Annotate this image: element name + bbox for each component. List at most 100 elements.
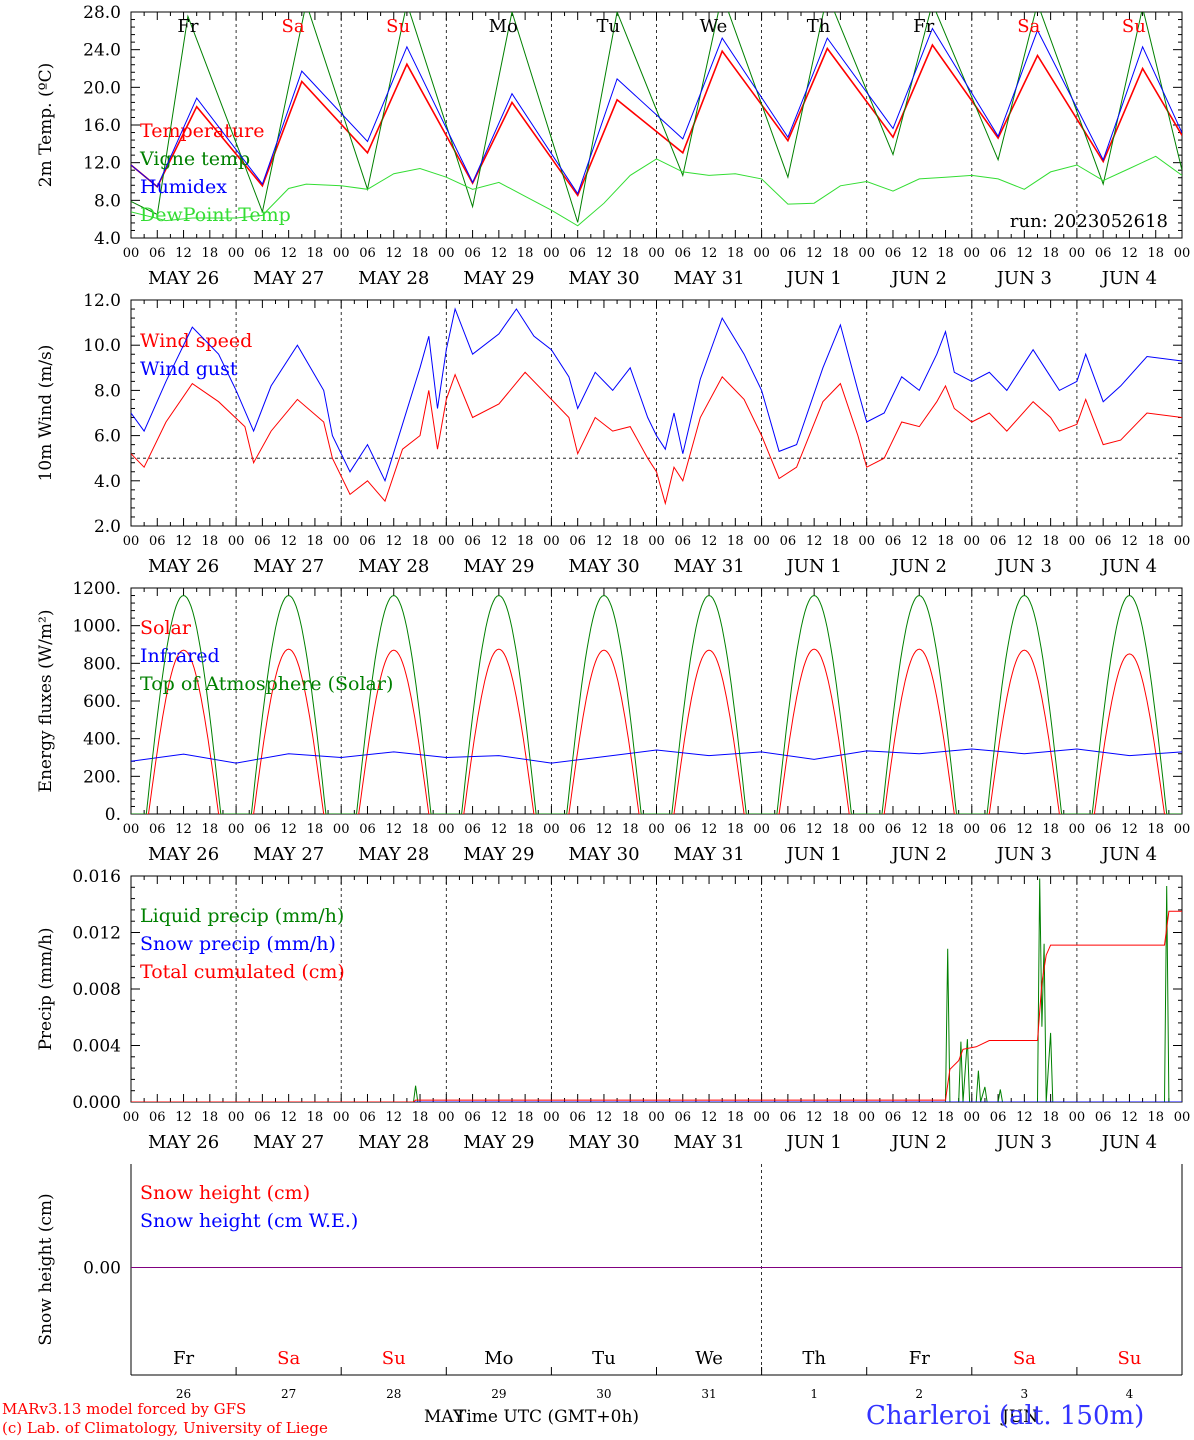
hour-tick-label: 12 <box>1016 534 1033 549</box>
hour-tick-label: 00 <box>648 1110 665 1125</box>
hour-tick-label: 06 <box>254 1110 271 1125</box>
hour-tick-label: 18 <box>412 822 429 837</box>
date-label: JUN 1 <box>784 1132 841 1153</box>
date-label: MAY 29 <box>463 1132 534 1153</box>
hour-tick-label: 12 <box>1121 822 1138 837</box>
hour-tick-label: 18 <box>1042 534 1059 549</box>
hour-tick-label: 12 <box>1016 1110 1033 1125</box>
day-number-label: 29 <box>491 1387 506 1401</box>
weekday-label-top: Th <box>807 16 831 37</box>
legend-snow-height-cm: Snow height (cm) <box>140 1182 310 1204</box>
series-solar <box>131 648 1182 814</box>
date-label: MAY 29 <box>463 556 534 577</box>
weekday-label-top: We <box>700 16 728 37</box>
hour-tick-label: 00 <box>964 246 981 261</box>
hour-tick-label: 12 <box>596 822 613 837</box>
run-label: run: 2023052618 <box>1010 211 1168 232</box>
hour-tick-label: 00 <box>438 822 455 837</box>
series-humidex <box>131 27 1182 195</box>
weekday-label-bottom: We <box>695 1348 723 1369</box>
y-tick-label: 0.008 <box>72 980 121 1000</box>
hour-tick-label: 00 <box>333 534 350 549</box>
hour-tick-label: 00 <box>1069 1110 1086 1125</box>
credit-line-1: MARv3.13 model forced by GFS <box>2 1400 247 1418</box>
hour-tick-label: 18 <box>307 1110 324 1125</box>
hour-tick-label: 12 <box>385 534 402 549</box>
date-label: MAY 29 <box>463 268 534 289</box>
hour-tick-label: 06 <box>149 534 166 549</box>
bottom-month-may: MAY <box>424 1407 465 1427</box>
hour-tick-label: 00 <box>648 246 665 261</box>
hour-tick-label: 12 <box>385 1110 402 1125</box>
date-label: MAY 26 <box>148 844 219 865</box>
date-label: JUN 3 <box>995 1132 1052 1153</box>
hour-tick-label: 12 <box>806 1110 823 1125</box>
hour-tick-label: 12 <box>280 246 297 261</box>
hour-tick-label: 00 <box>123 246 140 261</box>
hour-tick-label: 00 <box>228 822 245 837</box>
hour-tick-label: 18 <box>307 246 324 261</box>
credit-line-2: (c) Lab. of Climatology, University of L… <box>2 1419 328 1437</box>
temp-y-axis-label: 2m Temp. (ºC) <box>36 63 56 188</box>
hour-tick-label: 12 <box>175 534 192 549</box>
x-axis-title: Time UTC (GMT+0h) <box>455 1407 640 1427</box>
hour-tick-label: 00 <box>228 1110 245 1125</box>
hour-tick-label: 18 <box>307 534 324 549</box>
hour-tick-label: 18 <box>517 1110 534 1125</box>
hour-tick-label: 00 <box>543 822 560 837</box>
hour-tick-label: 18 <box>727 534 744 549</box>
y-tick-label: 10.0 <box>83 336 121 356</box>
hour-tick-label: 18 <box>202 246 219 261</box>
hour-tick-label: 12 <box>806 822 823 837</box>
hour-tick-label: 00 <box>858 1110 875 1125</box>
y-tick-label: 6.0 <box>94 427 121 447</box>
weekday-label-top: Sa <box>1017 16 1040 37</box>
hour-tick-label: 18 <box>727 1110 744 1125</box>
hour-tick-label: 06 <box>1095 246 1112 261</box>
y-tick-label: 2.0 <box>94 517 121 537</box>
hour-tick-label: 00 <box>1174 822 1191 837</box>
date-label: JUN 3 <box>995 268 1052 289</box>
series-vigne-temp <box>131 12 1182 223</box>
y-tick-label: 400. <box>83 730 121 750</box>
hour-tick-label: 06 <box>1095 822 1112 837</box>
hour-tick-label: 18 <box>727 822 744 837</box>
date-label: JUN 2 <box>890 556 947 577</box>
hour-tick-label: 00 <box>333 1110 350 1125</box>
legend-solar: Solar <box>140 617 192 639</box>
legend-vigne-temp: Vigne temp <box>139 148 250 170</box>
hour-tick-label: 12 <box>491 1110 508 1125</box>
date-label: MAY 30 <box>568 1132 639 1153</box>
date-label: JUN 2 <box>890 1132 947 1153</box>
y-tick-label: 20.0 <box>83 78 121 98</box>
hour-tick-label: 00 <box>964 534 981 549</box>
date-label: MAY 31 <box>673 1132 744 1153</box>
hour-tick-label: 18 <box>622 822 639 837</box>
weekday-label-top: Sa <box>281 16 304 37</box>
series-total-cumulated <box>131 910 1182 1102</box>
hour-tick-label: 06 <box>569 822 586 837</box>
series-wind-speed <box>131 371 1182 506</box>
hour-tick-label: 12 <box>701 246 718 261</box>
y-tick-label: 8.0 <box>94 381 121 401</box>
hour-tick-label: 12 <box>1016 246 1033 261</box>
hour-tick-label: 00 <box>438 246 455 261</box>
date-label: MAY 27 <box>253 844 324 865</box>
date-label: JUN 1 <box>784 268 841 289</box>
hour-tick-label: 00 <box>858 246 875 261</box>
y-tick-label: 4.0 <box>94 472 121 492</box>
date-label: MAY 28 <box>358 844 429 865</box>
y-tick-label: 0.00 <box>83 1259 121 1279</box>
date-label: MAY 27 <box>253 268 324 289</box>
hour-tick-label: 18 <box>832 246 849 261</box>
date-label: MAY 26 <box>148 268 219 289</box>
hour-tick-label: 00 <box>753 822 770 837</box>
hour-tick-label: 12 <box>701 822 718 837</box>
snow-y-axis-label: Snow height (cm) <box>36 1193 56 1345</box>
y-tick-label: 0.012 <box>72 924 121 944</box>
weekday-label-top: Su <box>1122 16 1146 37</box>
date-label: JUN 4 <box>1100 556 1157 577</box>
day-number-label: 3 <box>1021 1387 1029 1401</box>
hour-tick-label: 06 <box>149 1110 166 1125</box>
hour-tick-label: 18 <box>307 822 324 837</box>
